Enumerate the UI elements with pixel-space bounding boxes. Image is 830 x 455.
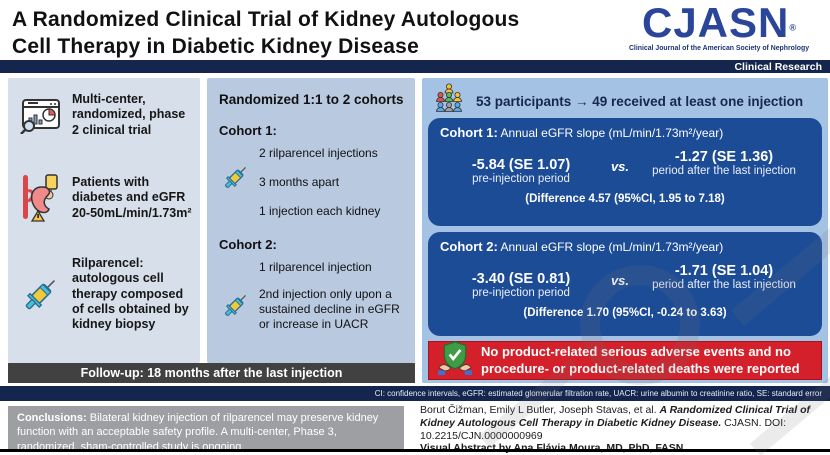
section-label: Clinical Research	[734, 61, 822, 73]
watermark	[580, 265, 700, 385]
cohort1-box-title: Annual eGFR slope (mL/min/1.73m²/year)	[497, 126, 724, 140]
cohort1-post-value: -1.27 (SE 1.36)	[674, 148, 774, 165]
clinical-trial-icon	[18, 96, 64, 134]
cjasn-tagline: Clinical Journal of the American Society…	[628, 45, 810, 52]
participants-row: 53 participants → 49 received at least o…	[422, 78, 828, 121]
cohort1-pre-value: -5.84 (SE 1.07)	[471, 156, 571, 173]
fact-patients: Patients with diabetes and eGFR 20-50mL/…	[18, 173, 198, 223]
abbreviations-bar: CI: confidence intervals, eGFR: estimate…	[0, 386, 830, 401]
syringe-icon	[221, 162, 251, 197]
fact-rilparencel-text: Rilparencel: autologous cell therapy com…	[72, 256, 189, 331]
cohort2-line1: 1 rilparencel injection	[259, 260, 372, 274]
fact-rilparencel: Rilparencel: autologous cell therapy com…	[18, 256, 198, 332]
cohort1-results-box: Cohort 1: Annual eGFR slope (mL/min/1.73…	[428, 118, 822, 226]
cjasn-logo: CJASN® Clinical Journal of the American …	[614, 0, 824, 53]
followup-text: Follow-up: 18 months after the last inje…	[80, 366, 343, 380]
header-divider-bar: Clinical Research	[0, 60, 830, 73]
registered-mark-icon: ®	[789, 22, 796, 33]
bottom-rule	[0, 449, 830, 452]
cohort1-post-label: period after the last injection	[652, 164, 796, 177]
syringe-icon	[18, 273, 64, 315]
cohort1-line: 1 injection each kidney	[259, 204, 381, 218]
cohort1-pre-label: pre-injection period	[472, 172, 570, 185]
kidney-patient-icon	[18, 173, 64, 223]
cohort2-details: 1 rilparencel injection 2nd injection on…	[219, 260, 405, 332]
cohort2-box-label: Cohort 2:	[440, 239, 498, 254]
conclusions-label: Conclusions:	[17, 412, 87, 424]
randomization-panel: Randomized 1:1 to 2 cohorts Cohort 1: 2 …	[207, 78, 415, 363]
randomization-heading: Randomized 1:1 to 2 cohorts	[219, 92, 404, 107]
cohort1-box-label: Cohort 1:	[440, 125, 498, 140]
cohort2-box-title: Annual eGFR slope (mL/min/1.73m²/year)	[497, 240, 724, 254]
citation-authors: Borut Čižman, Emily L Butler, Joseph Sta…	[420, 404, 660, 416]
cohort1-line: 3 months apart	[259, 175, 340, 189]
cjasn-logo-text: CJASN	[641, 0, 790, 46]
conclusions-box: Conclusions: Bilateral kidney injection …	[8, 406, 404, 453]
followup-bar: Follow-up: 18 months after the last inje…	[8, 363, 415, 383]
cohort1-label: Cohort 1:	[219, 123, 277, 138]
cohort2-pre-label: pre-injection period	[472, 286, 570, 299]
fact-patients-text: Patients with diabetes and eGFR 20-50mL/…	[72, 175, 192, 220]
cohort2-label: Cohort 2:	[219, 237, 277, 252]
cohort2-post-value: -1.71 (SE 1.04)	[674, 262, 774, 279]
cohort2-pre-value: -3.40 (SE 0.81)	[471, 270, 571, 287]
citation-journal-doi: CJASN. DOI: 10.2215/CJN.0000000969	[420, 416, 787, 442]
study-design-panel: Multi-center, randomized, phase 2 clinic…	[8, 78, 200, 363]
shield-check-hands-icon	[437, 341, 473, 380]
vs-label: vs.	[610, 158, 630, 174]
participants-text: 53 participants → 49 received at least o…	[476, 94, 804, 109]
cohort1-details: 2 rilparencel injections 3 months apart …	[219, 146, 405, 219]
page-title-line2: Cell Therapy in Diabetic Kidney Disease	[12, 35, 419, 59]
cohort2-post-label: period after the last injection	[652, 278, 796, 291]
cohort2-line2: 2nd injection only upon a sustained decl…	[259, 287, 400, 331]
cohort1-difference: (Difference 4.57 (95%CI, 1.95 to 7.18)	[525, 193, 725, 206]
page-title: A Randomized Clinical Trial of Kidney Au…	[12, 6, 632, 61]
fact-trial: Multi-center, randomized, phase 2 clinic…	[18, 92, 194, 138]
participants-group-icon	[432, 82, 466, 121]
syringe-icon	[221, 290, 251, 325]
page-title-line1: A Randomized Clinical Trial of Kidney Au…	[12, 8, 520, 31]
abbreviations-text: CI: confidence intervals, eGFR: estimate…	[374, 389, 822, 398]
fact-trial-text: Multi-center, randomized, phase 2 clinic…	[72, 92, 186, 137]
cohort1-line: 2 rilparencel injections	[259, 146, 378, 160]
citation-title: A Randomized Clinical Trial of Kidney Au…	[420, 404, 810, 429]
